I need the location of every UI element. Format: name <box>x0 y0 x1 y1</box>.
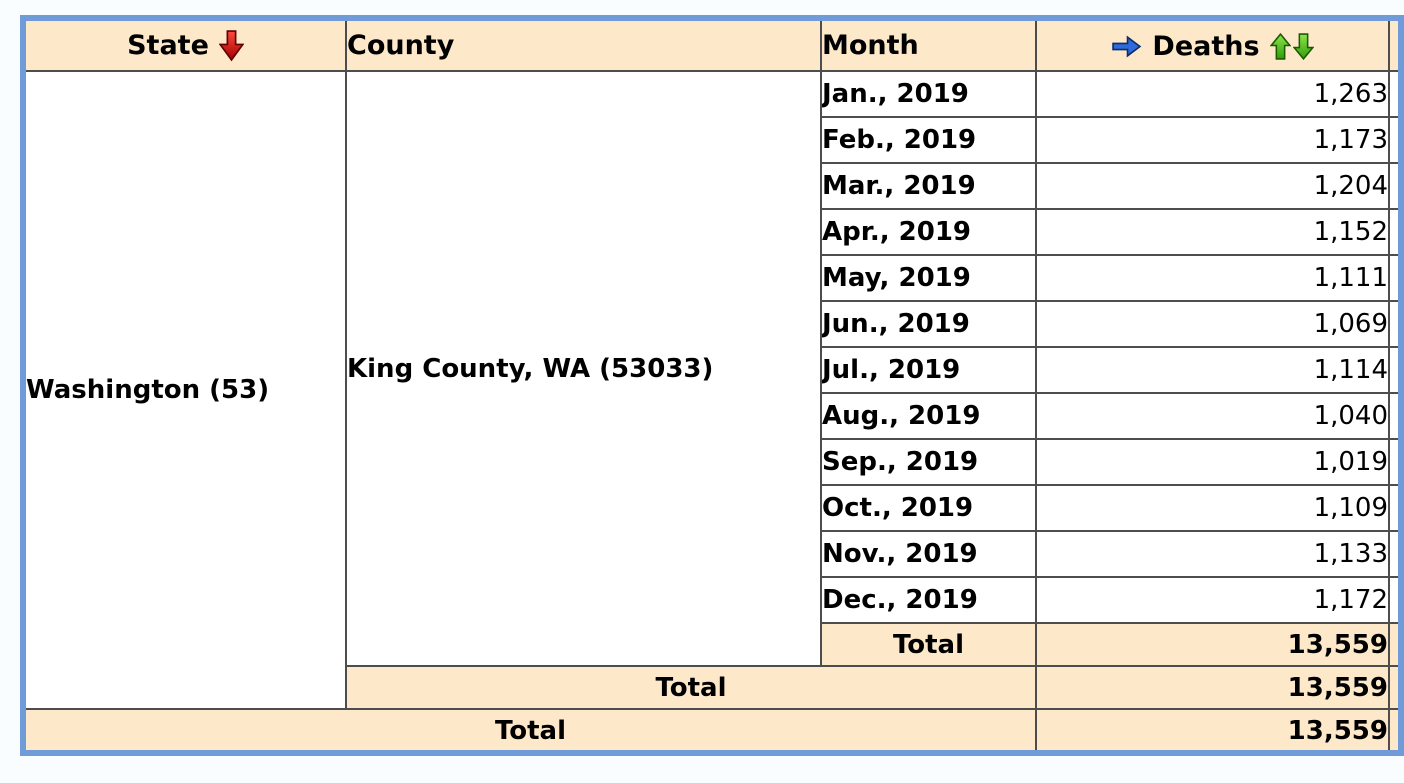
table-row: Feb., 2019 1,173 <box>26 116 1398 164</box>
month-cell: Aug., 2019 <box>820 392 1037 440</box>
month-cell: May, 2019 <box>820 254 1037 302</box>
month-cell: Apr., 2019 <box>820 208 1037 256</box>
state-header-label: State <box>127 30 209 61</box>
cutoff-column-cell <box>1388 162 1398 210</box>
cutoff-column-cell <box>1388 530 1398 578</box>
month-total-value: 13,559 <box>1035 622 1390 667</box>
cutoff-column-header <box>1388 21 1398 72</box>
table-row: Oct., 2019 1,109 <box>26 484 1398 532</box>
county-cell: King County, WA (53033) <box>345 70 822 667</box>
table-row: Washington (53) King County, WA (53033) … <box>26 70 1398 710</box>
month-cell: Sep., 2019 <box>820 438 1037 486</box>
deaths-value-cell: 1,069 <box>1035 300 1390 348</box>
deaths-value-cell: 1,114 <box>1035 346 1390 394</box>
table-row: Aug., 2019 1,040 <box>26 392 1398 440</box>
table-row: Jun., 2019 1,069 <box>26 300 1398 348</box>
deaths-by-state-county-month-table: State County <box>26 21 1398 750</box>
state-cell: Washington (53) <box>26 70 347 710</box>
month-cell: Jun., 2019 <box>820 300 1037 348</box>
month-total-row: Total 13,559 <box>26 622 1398 667</box>
grand-total-label: Total <box>26 708 1037 750</box>
blue-right-arrow-icon[interactable] <box>1111 35 1142 58</box>
deaths-value-cell: 1,111 <box>1035 254 1390 302</box>
cutoff-column-cell <box>1388 300 1398 348</box>
month-total-label: Total <box>820 622 1037 667</box>
cutoff-column-cell <box>1388 254 1398 302</box>
month-cell: Dec., 2019 <box>820 576 1037 624</box>
grand-total-row: Total 13,559 <box>26 708 1398 750</box>
month-cell: Jul., 2019 <box>820 346 1037 394</box>
sort-ascending-green-up-arrow-icon[interactable] <box>1269 32 1292 61</box>
month-cell: Jan., 2019 <box>820 70 1037 118</box>
cutoff-column-cell <box>1388 438 1398 486</box>
cutoff-column-cell <box>1388 484 1398 532</box>
table-row: Sep., 2019 1,019 <box>26 438 1398 486</box>
cutoff-column-cell <box>1388 708 1398 750</box>
month-cell: Feb., 2019 <box>820 116 1037 164</box>
deaths-value-cell: 1,263 <box>1035 70 1390 118</box>
cutoff-column-cell <box>1388 665 1398 710</box>
month-cell: Nov., 2019 <box>820 530 1037 578</box>
cutoff-column-cell <box>1388 70 1398 118</box>
deaths-value-cell: 1,019 <box>1035 438 1390 486</box>
state-column-header: State <box>26 21 347 72</box>
month-column-header: Month <box>820 21 1037 72</box>
county-total-row: Total 13,559 <box>26 665 1398 710</box>
table-row: Dec., 2019 1,172 <box>26 576 1398 624</box>
deaths-value-cell: 1,172 <box>1035 576 1390 624</box>
cutoff-column-cell <box>1388 392 1398 440</box>
sort-descending-green-down-arrow-icon[interactable] <box>1292 32 1315 61</box>
deaths-column-header: Deaths <box>1035 21 1390 72</box>
grand-total-value: 13,559 <box>1035 708 1390 750</box>
month-cell: Oct., 2019 <box>820 484 1037 532</box>
cutoff-column-cell <box>1388 576 1398 624</box>
deaths-value-cell: 1,152 <box>1035 208 1390 256</box>
table-row: May, 2019 1,111 <box>26 254 1398 302</box>
deaths-value-cell: 1,040 <box>1035 392 1390 440</box>
deaths-header-label: Deaths <box>1152 30 1260 62</box>
header-row: State County <box>26 21 1398 72</box>
deaths-value-cell: 1,109 <box>1035 484 1390 532</box>
table-row: Nov., 2019 1,133 <box>26 530 1398 578</box>
results-table-frame: State County <box>20 15 1404 756</box>
sort-descending-red-down-arrow-icon[interactable] <box>218 29 245 62</box>
cutoff-column-cell <box>1388 208 1398 256</box>
cutoff-column-cell <box>1388 346 1398 394</box>
table-row: Apr., 2019 1,152 <box>26 208 1398 256</box>
cutoff-column-cell <box>1388 622 1398 667</box>
deaths-value-cell: 1,173 <box>1035 116 1390 164</box>
county-header-label: County <box>347 30 455 61</box>
table-row: Mar., 2019 1,204 <box>26 162 1398 210</box>
cutoff-column-cell <box>1388 116 1398 164</box>
deaths-value-cell: 1,133 <box>1035 530 1390 578</box>
table-row: Jul., 2019 1,114 <box>26 346 1398 394</box>
month-cell: Mar., 2019 <box>820 162 1037 210</box>
county-column-header: County <box>345 21 822 72</box>
county-total-value: 13,559 <box>1035 665 1390 710</box>
county-total-label: Total <box>345 665 1037 710</box>
deaths-value-cell: 1,204 <box>1035 162 1390 210</box>
month-header-label: Month <box>822 30 919 61</box>
